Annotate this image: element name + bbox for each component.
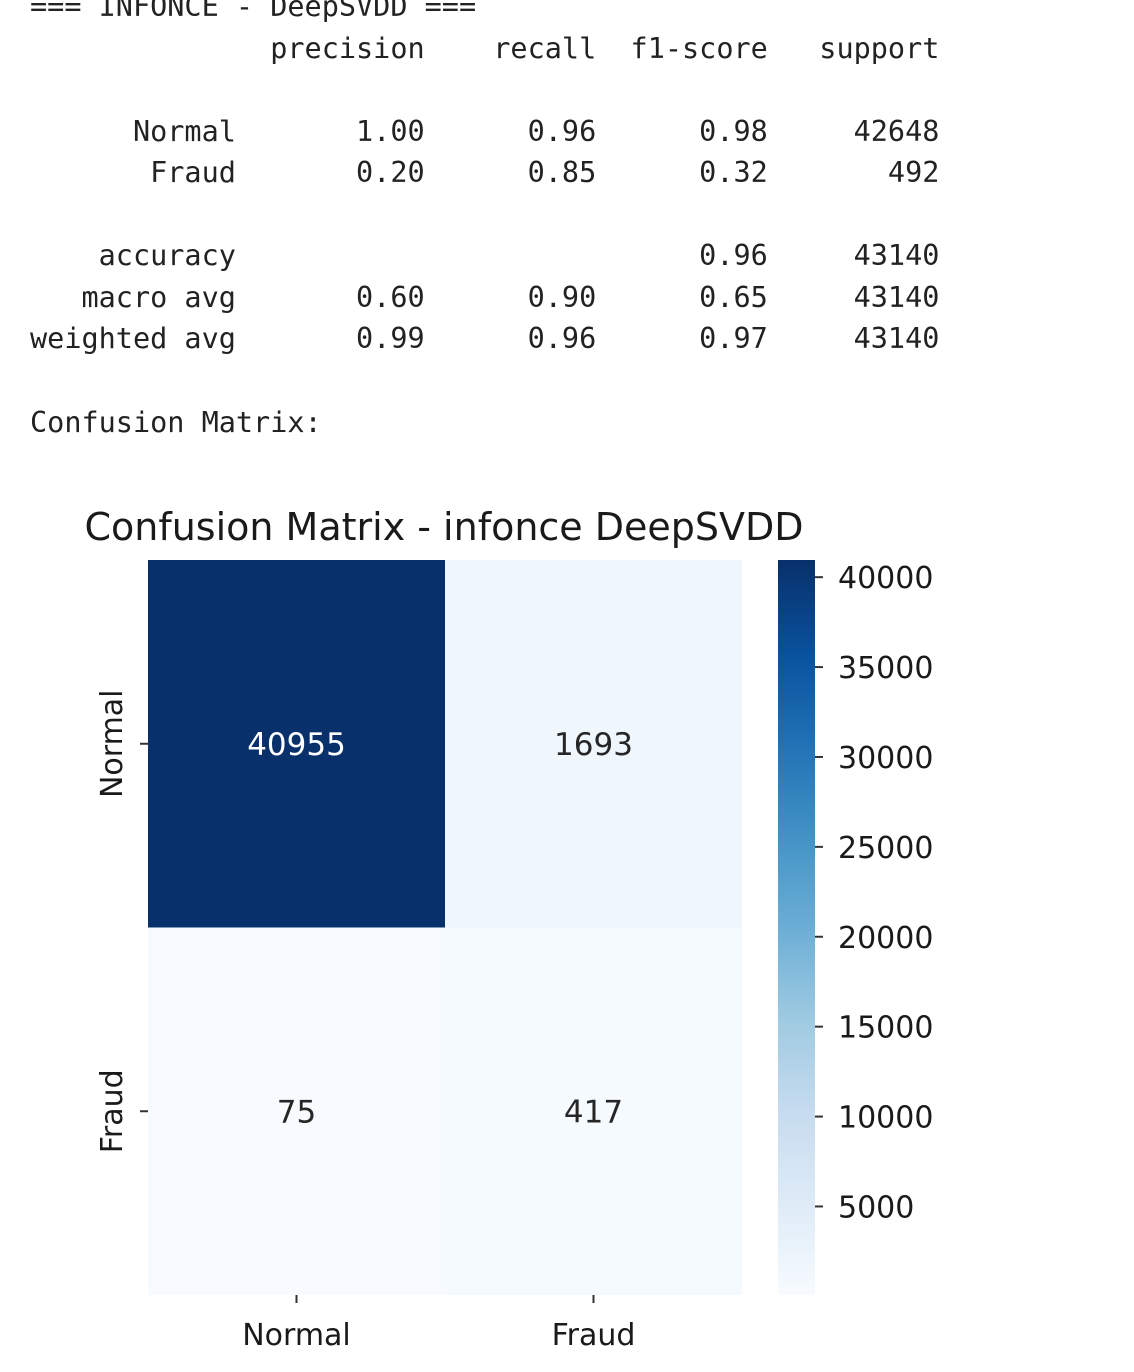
confusion-matrix-chart: Confusion Matrix - infonce DeepSVDD 4095… xyxy=(84,505,933,1353)
colorbar-tick-label: 10000 xyxy=(838,1101,933,1136)
cell-value-label: 417 xyxy=(564,1094,623,1130)
cell-value-label: 75 xyxy=(277,1094,316,1130)
cell-value-label: 1693 xyxy=(554,727,633,763)
cell-value-label: 40955 xyxy=(247,727,346,763)
colorbar-tick-label: 25000 xyxy=(838,831,933,866)
colorbar-tick-label: 5000 xyxy=(838,1190,914,1225)
x-tick-label: Normal xyxy=(242,1318,351,1353)
colorbar-tick-label: 35000 xyxy=(838,651,933,686)
colorbar-tick-label: 15000 xyxy=(838,1011,933,1046)
confusion-matrix-label: Confusion Matrix: xyxy=(30,406,322,439)
x-tick-label: Fraud xyxy=(552,1318,636,1353)
chart-title: Confusion Matrix - infonce DeepSVDD xyxy=(84,505,803,549)
heatmap-cell xyxy=(445,560,742,928)
classification-report: === INFONCE - DeepSVDD === precision rec… xyxy=(30,0,940,355)
heatmap-cell xyxy=(148,560,445,928)
y-tick-label: Fraud xyxy=(95,1069,130,1153)
colorbar-tick-label: 40000 xyxy=(838,561,933,596)
y-tick-label: Normal xyxy=(95,689,130,798)
heatmap-cell xyxy=(445,927,742,1295)
colorbar-tick-label: 30000 xyxy=(838,741,933,776)
colorbar xyxy=(778,560,815,1295)
heatmap-cell xyxy=(148,927,445,1295)
colorbar-tick-label: 20000 xyxy=(838,921,933,956)
